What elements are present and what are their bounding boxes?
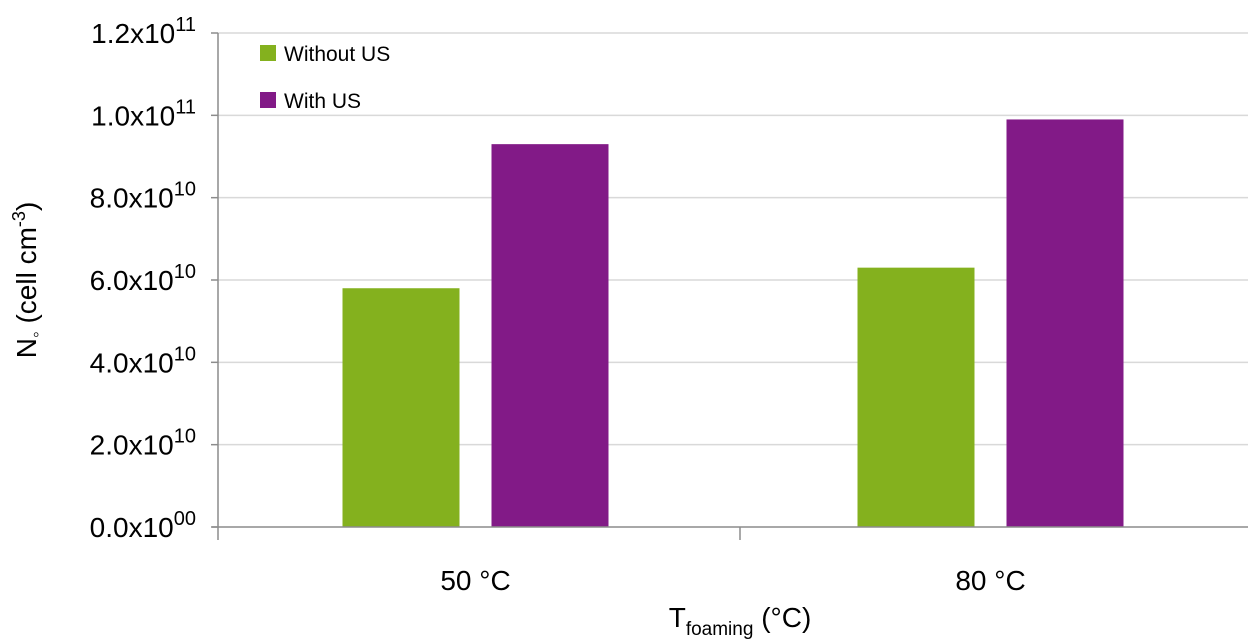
x-category-label: 80 °C <box>955 565 1025 596</box>
y-tick-label: 8.0x1010 <box>90 179 196 214</box>
y-tick-label: 1.2x1011 <box>91 14 196 49</box>
bars <box>342 119 1124 527</box>
legend-swatch <box>260 92 276 108</box>
y-tick-labels: 0.0x1000 2.0x1010 4.0x1010 6.0x1010 8.0x1010… <box>90 14 196 543</box>
y-tick-label: 1.0x1011 <box>91 96 196 131</box>
legend: Without US With US <box>260 43 390 113</box>
legend-swatch <box>260 45 276 61</box>
axes <box>212 33 1248 540</box>
bar-with-us-1 <box>491 144 609 527</box>
legend-label: With US <box>284 90 361 113</box>
bar-with-us-2 <box>1006 119 1124 527</box>
y-tick-label: 2.0x1010 <box>90 426 196 461</box>
x-category-labels: 50 °C 80 °C <box>440 565 1025 596</box>
bar-without-us-2 <box>857 267 975 527</box>
x-axis-title: Tfoaming (°C) <box>669 602 812 640</box>
bar-without-us-1 <box>342 288 460 527</box>
y-tick-label: 6.0x1010 <box>90 261 196 296</box>
y-tick-label: 0.0x1000 <box>90 508 196 543</box>
legend-label: Without US <box>284 43 390 66</box>
y-axis-title: N◦ (cell cm-3) <box>9 202 47 359</box>
y-tick-label: 4.0x1010 <box>90 343 196 378</box>
x-category-label: 50 °C <box>440 565 510 596</box>
